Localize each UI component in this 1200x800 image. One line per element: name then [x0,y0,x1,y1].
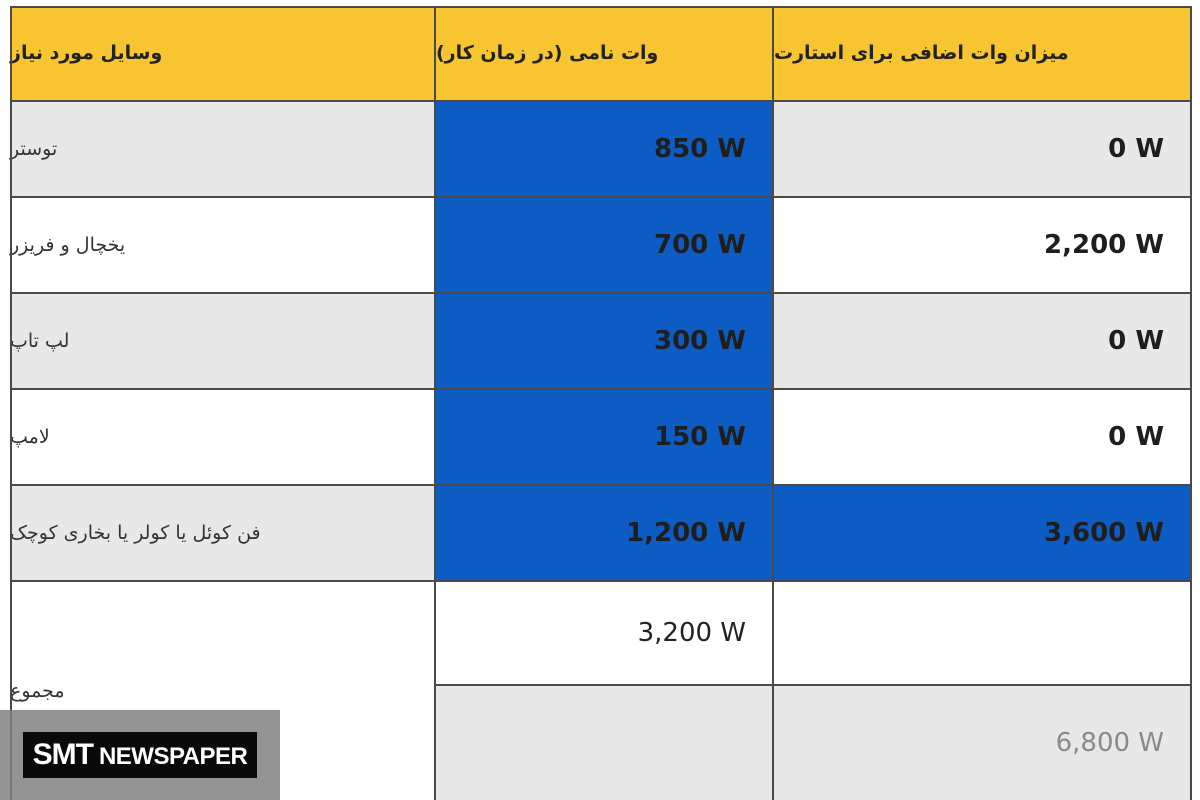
rated-value: 850 W [436,102,774,198]
header-starting-watts: میزان وات اضافی برای استارت [774,6,1192,102]
table-border-top [10,6,1192,8]
total-starting-empty [774,582,1192,686]
starting-value: 3,600 W [774,486,1192,582]
rated-value: 300 W [436,294,774,390]
table-row-item: فن کوئل یا کولر یا بخاری کوچک [10,486,436,582]
total-rated-empty [436,686,774,800]
table-row-item: توستر [10,102,436,198]
starting-value: 0 W [774,294,1192,390]
watermark: SMT NEWSPAPER [0,710,280,800]
watermark-sub: NEWSPAPER [98,743,248,770]
total-label: مجموع [10,680,65,702]
table-row-item: لپ تاپ [10,294,436,390]
table-row-item: یخچال و فریزر [10,198,436,294]
total-combined-value: 6,800 W [774,686,1192,800]
rated-value: 150 W [436,390,774,486]
total-rated-value: 3,200 W [436,582,774,686]
header-rated-label: وات نامی (در زمان کار) [436,42,659,64]
table-border-left [10,6,12,800]
starting-value: 0 W [774,102,1192,198]
starting-value: 0 W [774,390,1192,486]
header-items: وسایل مورد نیاز [10,6,436,102]
rated-value: 700 W [436,198,774,294]
header-starting-label: میزان وات اضافی برای استارت [774,42,1069,64]
rated-value: 1,200 W [436,486,774,582]
table-row-item: لامپ [10,390,436,486]
starting-value: 2,200 W [774,198,1192,294]
header-rated-watts: وات نامی (در زمان کار) [436,6,774,102]
watermark-brand: SMT [32,738,94,771]
watermark-logo: SMT NEWSPAPER [22,732,258,778]
header-items-label: وسایل مورد نیاز [10,42,163,64]
